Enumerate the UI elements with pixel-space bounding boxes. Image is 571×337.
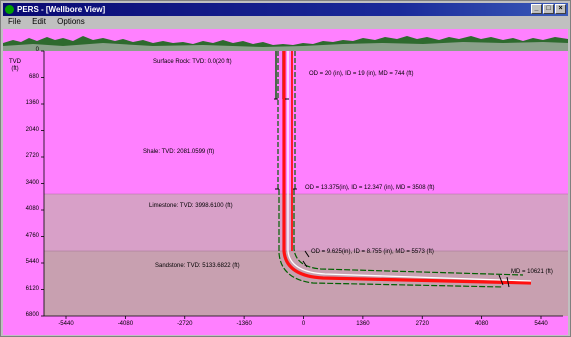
intermediate-casing	[277, 51, 296, 189]
x-tick-label: 1360	[356, 321, 370, 327]
md-label: MD = 10621 (ft)	[511, 269, 553, 275]
y-axis-title: TVD (ft)	[9, 59, 21, 72]
ground-strip	[3, 42, 568, 51]
casing-label-conductor: OD = 20 (in), ID = 19 (in), MD = 744 (ft…	[309, 71, 414, 77]
limestone-zone	[44, 194, 568, 251]
y-tick-label: 0	[35, 47, 39, 53]
y-tick-label: 3400	[25, 179, 39, 186]
formation-label-surface-rock: Surface Rock: TVD: 0.0(20 ft)	[153, 59, 232, 65]
wellbore-plot	[3, 29, 568, 319]
wellbore-path	[282, 51, 532, 285]
y-tick-label: 680	[28, 73, 39, 80]
maximize-button[interactable]: □	[543, 4, 554, 14]
x-ticks	[65, 316, 542, 319]
x-tick-label: 5440	[534, 321, 548, 327]
y-tick-label: 4760	[25, 232, 39, 239]
window-controls: _ □ ×	[531, 4, 566, 14]
casing-label-intermediate: OD = 13.375(in), ID = 12.347 (in), MD = …	[305, 185, 435, 191]
x-tick-label: 4080	[474, 321, 489, 327]
formation-label-shale: Shale: TVD: 2081.0599 (ft)	[143, 149, 215, 155]
x-tick-label: -5440	[58, 321, 74, 327]
y-tick-label: 5440	[25, 259, 39, 265]
y-tick-label: 2040	[25, 126, 39, 133]
y-tick-label: 1360	[25, 100, 39, 106]
production-casing-outer	[278, 189, 504, 288]
menu-bar: File Edit Options	[3, 16, 568, 28]
formation-label-limestone: Limestone: TVD: 3998.6100 (ft)	[149, 203, 233, 209]
menu-options[interactable]: Options	[57, 17, 85, 26]
minimize-button[interactable]: _	[531, 4, 542, 14]
menu-edit[interactable]: Edit	[32, 17, 46, 26]
y-tick-label: 2720	[25, 153, 39, 159]
y-tick-label: 4080	[25, 206, 39, 212]
x-tick-label: -4080	[117, 321, 134, 327]
wellbore-inner	[287, 51, 532, 282]
menu-file[interactable]: File	[8, 17, 21, 26]
app-icon	[5, 5, 14, 14]
x-tick-label: -1360	[236, 321, 252, 327]
formation-label-sandstone: Sandstone: TVD: 5133.6822 (ft)	[155, 263, 240, 269]
production-casing-inner	[293, 189, 524, 276]
x-tick-label: -2720	[177, 321, 193, 327]
y-ticks	[41, 50, 44, 317]
y-tick-label: 6120	[25, 285, 39, 292]
title-bar[interactable]: PERS - [Wellbore View] _ □ ×	[3, 3, 568, 16]
x-tick-label: 0	[301, 321, 306, 327]
wellbore-view[interactable]: TVD (ft) 0 680 1360 2040 2720 3400 4080 4760 544…	[3, 29, 568, 335]
x-tick-label: 2720	[415, 321, 429, 327]
y-tick-label: 6800	[25, 312, 39, 318]
close-button[interactable]: ×	[555, 4, 566, 14]
sandstone-zone	[44, 251, 568, 316]
casing-label-production: OD = 9.625(in), ID = 8.755 (in), MD = 55…	[311, 249, 434, 255]
window-title: PERS - [Wellbore View]	[17, 5, 106, 14]
